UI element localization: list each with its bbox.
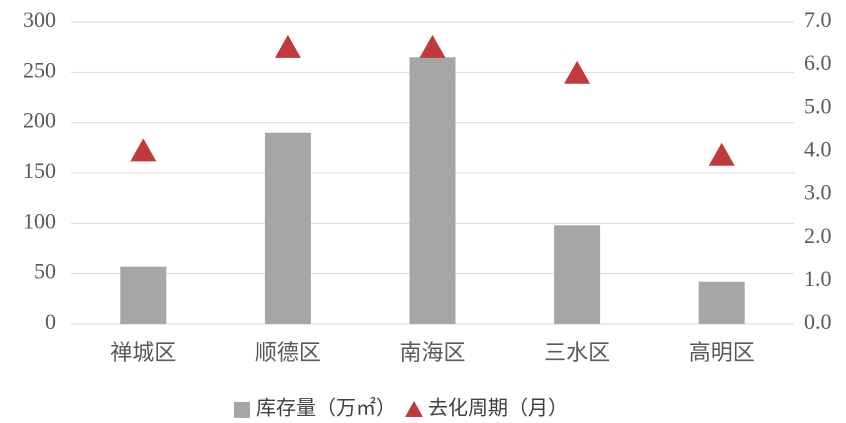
x-tick-label: 禅城区 xyxy=(110,340,176,365)
y2-tick-label: 6.0 xyxy=(804,50,832,75)
legend-marker xyxy=(405,401,423,417)
bar xyxy=(409,57,456,324)
y2-tick-label: 0.0 xyxy=(804,309,832,334)
triangle-marker xyxy=(130,138,157,162)
y-tick-label: 300 xyxy=(23,7,56,32)
y-tick-label: 0 xyxy=(45,309,56,334)
triangle-marker xyxy=(708,142,735,166)
y-tick-label: 50 xyxy=(34,259,56,284)
x-tick-label: 三水区 xyxy=(544,340,610,365)
legend-label: 库存量（万㎡） xyxy=(256,396,396,420)
bar xyxy=(120,266,167,324)
legend-label: 去化周期（月） xyxy=(428,397,568,420)
y2-tick-label: 2.0 xyxy=(804,223,832,248)
y-tick-label: 150 xyxy=(23,158,56,183)
legend-marker xyxy=(234,402,250,418)
bar xyxy=(264,132,311,324)
y2-tick-label: 1.0 xyxy=(804,266,832,291)
triangle-marker xyxy=(564,60,591,84)
y2-tick-label: 5.0 xyxy=(804,93,832,118)
bar xyxy=(554,225,601,324)
y-tick-label: 100 xyxy=(23,208,56,233)
bar xyxy=(698,281,745,324)
y-tick-label: 200 xyxy=(23,108,56,133)
y2-tick-label: 4.0 xyxy=(804,136,832,161)
x-tick-label: 顺德区 xyxy=(255,340,321,365)
triangle-marker xyxy=(419,34,446,58)
x-tick-label: 南海区 xyxy=(399,340,465,365)
triangle-marker xyxy=(274,34,301,58)
y2-tick-label: 7.0 xyxy=(804,7,832,32)
y2-tick-label: 3.0 xyxy=(804,180,832,205)
x-tick-label: 高明区 xyxy=(689,340,755,365)
y-tick-label: 250 xyxy=(23,57,56,82)
